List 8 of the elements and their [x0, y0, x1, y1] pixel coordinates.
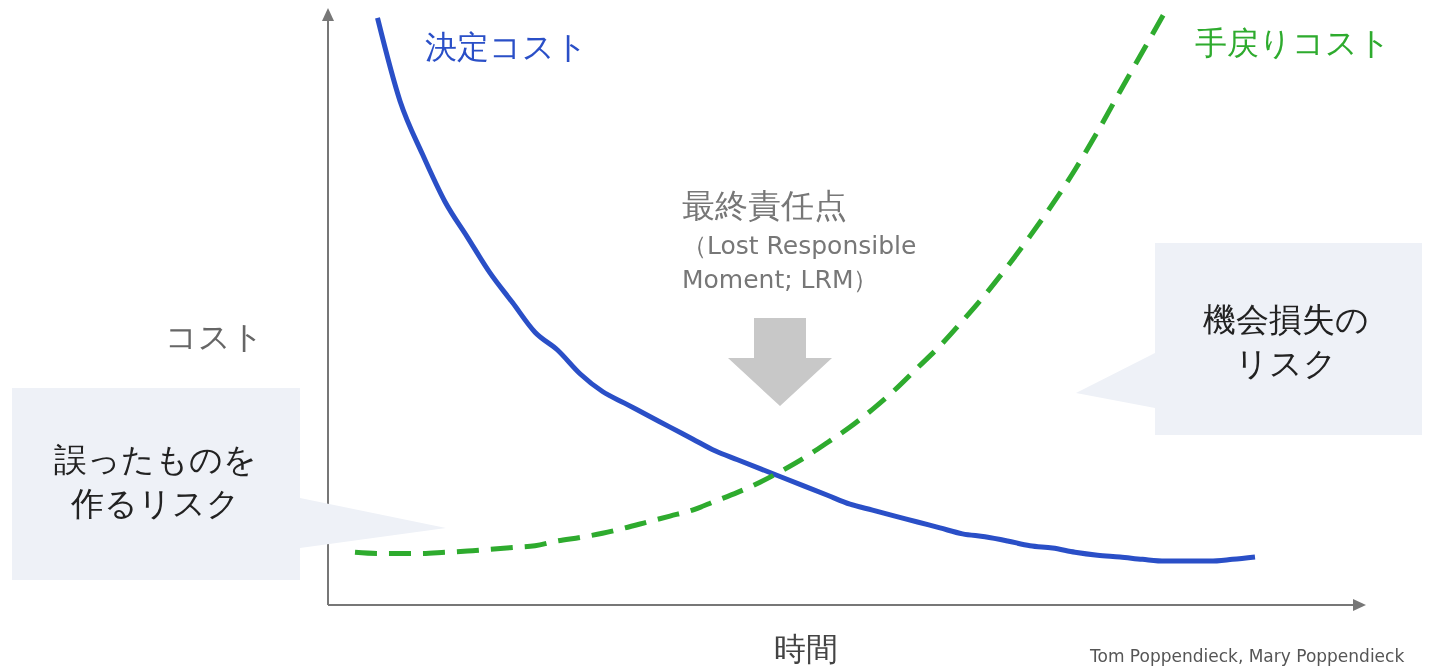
text: Tom Poppendieck, Mary Poppendieck [1090, 646, 1405, 666]
annotation: 最終責任点 [682, 185, 848, 227]
annotation: （Lost Responsible Moment; LRM） [682, 230, 918, 296]
x-axis-title: 時間 [774, 629, 838, 670]
y-axis-title: コスト [165, 317, 264, 358]
series-label: 手戻りコスト [1195, 23, 1391, 64]
series-label: 決定コスト [425, 27, 588, 68]
annotation: 機会損失のリスク [1202, 299, 1370, 385]
